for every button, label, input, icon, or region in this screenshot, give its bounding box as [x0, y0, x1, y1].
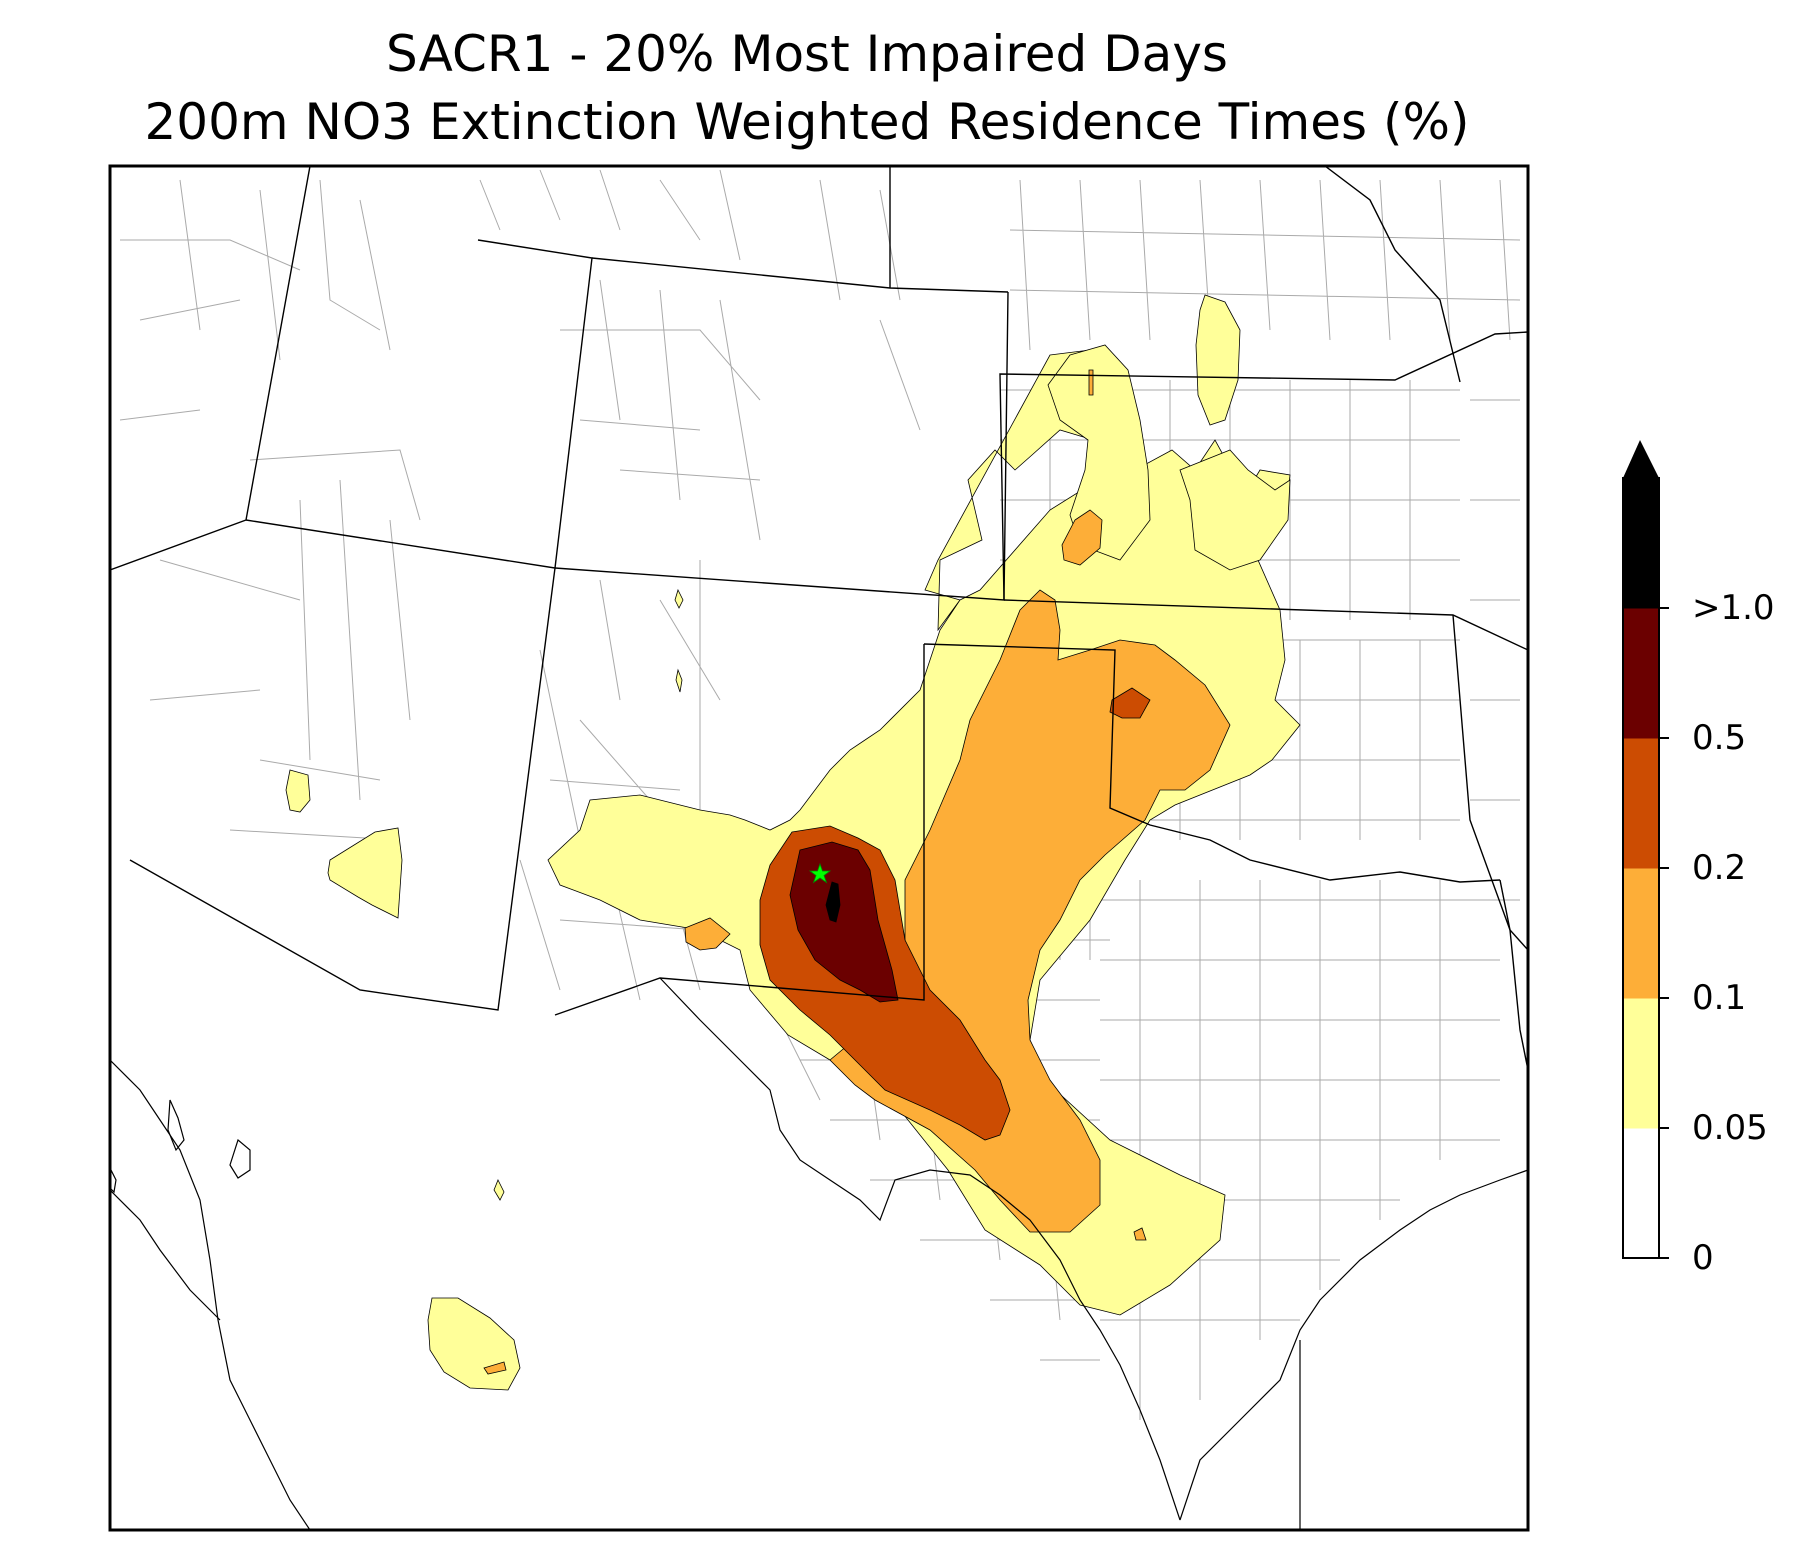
colorbar-tick-label: >1.0: [1692, 588, 1775, 628]
colorbar-ticks: [1659, 607, 1669, 1259]
colorbar-tick-label: 0.05: [1692, 1108, 1768, 1148]
map-plot-area: [110, 166, 1528, 1530]
contour-0.05-spot-az2: [327, 827, 403, 919]
contour-0.05-spot-mx2: [493, 1179, 505, 1201]
colorbar-band-5: [1623, 478, 1659, 609]
contour-0.05-spot-mx1: [427, 1297, 521, 1391]
colorbar-band-3: [1623, 738, 1659, 869]
colorbar-band-0: [1623, 1128, 1659, 1259]
contour-0.05-east-arm: [1179, 449, 1291, 571]
state-borders: [110, 166, 1528, 1071]
coastline: [110, 977, 1528, 1530]
contour-0.05-arm-north: [1047, 344, 1151, 561]
contour-0.05-spot-nm2: [675, 668, 683, 693]
colorbar-extend-arrow: [1623, 440, 1659, 478]
colorbar-tick-label: 0.2: [1692, 848, 1747, 888]
colorbar-tick-label: 0.5: [1692, 718, 1747, 758]
contour-0.1-spot-tx: [1133, 1227, 1147, 1241]
residence-time-contours: [285, 294, 1301, 1391]
colorbar-bands: [1623, 478, 1659, 1259]
chart-title-line-1: SACR1 - 20% Most Impaired Days: [386, 25, 1228, 83]
contour-0.1-ok-blob: [1061, 509, 1103, 566]
colorbar-tick-label: 0: [1692, 1238, 1714, 1278]
map-border: [108, 164, 1530, 1532]
contour-0.5-main: [789, 841, 899, 1003]
contour-0.05-spot-nm1: [674, 588, 684, 609]
contour-0.1-mx-spot: [483, 1361, 507, 1375]
contour-0.1-ks-spot: [1088, 369, 1094, 396]
contour-0.05-spot-ne: [1195, 294, 1241, 426]
colorbar-band-1: [1623, 998, 1659, 1129]
colorbar: [1622, 440, 1669, 1259]
colorbar-band-4: [1623, 608, 1659, 739]
site-marker-star-icon: [808, 862, 832, 884]
contour-1.0-core: [825, 881, 841, 923]
chart-title-line-2: 200m NO3 Extinction Weighted Residence T…: [144, 93, 1470, 151]
contour-0.2-ok-spot: [1109, 687, 1151, 719]
colorbar-tick-label: 0.1: [1692, 978, 1747, 1018]
colorbar-band-2: [1623, 868, 1659, 999]
contour-0.1-west-lobe: [684, 917, 731, 951]
contour-0.05-spot-az1: [285, 769, 311, 813]
